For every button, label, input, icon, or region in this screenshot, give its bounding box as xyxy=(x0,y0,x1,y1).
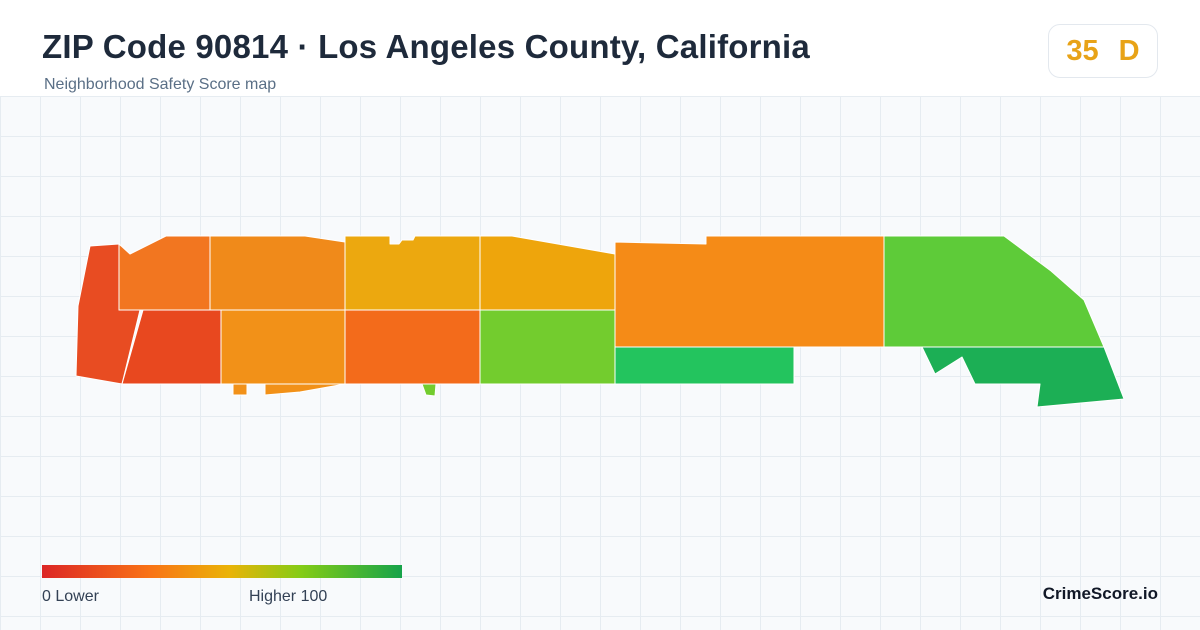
map-region-far-east-north[interactable] xyxy=(883,235,1105,348)
page-title: ZIP Code 90814 · Los Angeles County, Cal… xyxy=(42,28,810,65)
legend-gradient-bar xyxy=(42,565,402,578)
map-region-south-center-east-islet[interactable] xyxy=(421,383,437,397)
map-region-far-east-south[interactable] xyxy=(921,346,1125,408)
legend-min-label: 0 Lower xyxy=(42,588,99,605)
map-region-north-center-west[interactable] xyxy=(209,235,346,311)
map-region-south-center-west-islet-a[interactable] xyxy=(232,383,248,396)
score-badge: 35 D xyxy=(1048,24,1158,78)
map-region-east-large[interactable] xyxy=(614,235,885,348)
score-value: 35 xyxy=(1066,34,1099,67)
map-region-south-center-west-islet-b[interactable] xyxy=(264,383,346,396)
map-region-north-center[interactable] xyxy=(344,235,481,311)
page-subtitle: Neighborhood Safety Score map xyxy=(44,76,277,93)
map-region-north-west[interactable] xyxy=(118,235,211,311)
map-region-north-center-east[interactable] xyxy=(479,235,616,311)
map-region-south-east-strip[interactable] xyxy=(614,346,795,385)
brand-logo[interactable]: CrimeScore.io xyxy=(1042,584,1158,603)
score-grade: D xyxy=(1118,34,1140,67)
legend-max-label: Higher 100 xyxy=(249,588,328,605)
map-region-south-center-east[interactable] xyxy=(479,309,616,385)
header: ZIP Code 90814 · Los Angeles County, Cal… xyxy=(0,0,1200,96)
map-region-south-center-west[interactable] xyxy=(220,309,346,385)
map-region-south-center[interactable] xyxy=(344,309,481,385)
